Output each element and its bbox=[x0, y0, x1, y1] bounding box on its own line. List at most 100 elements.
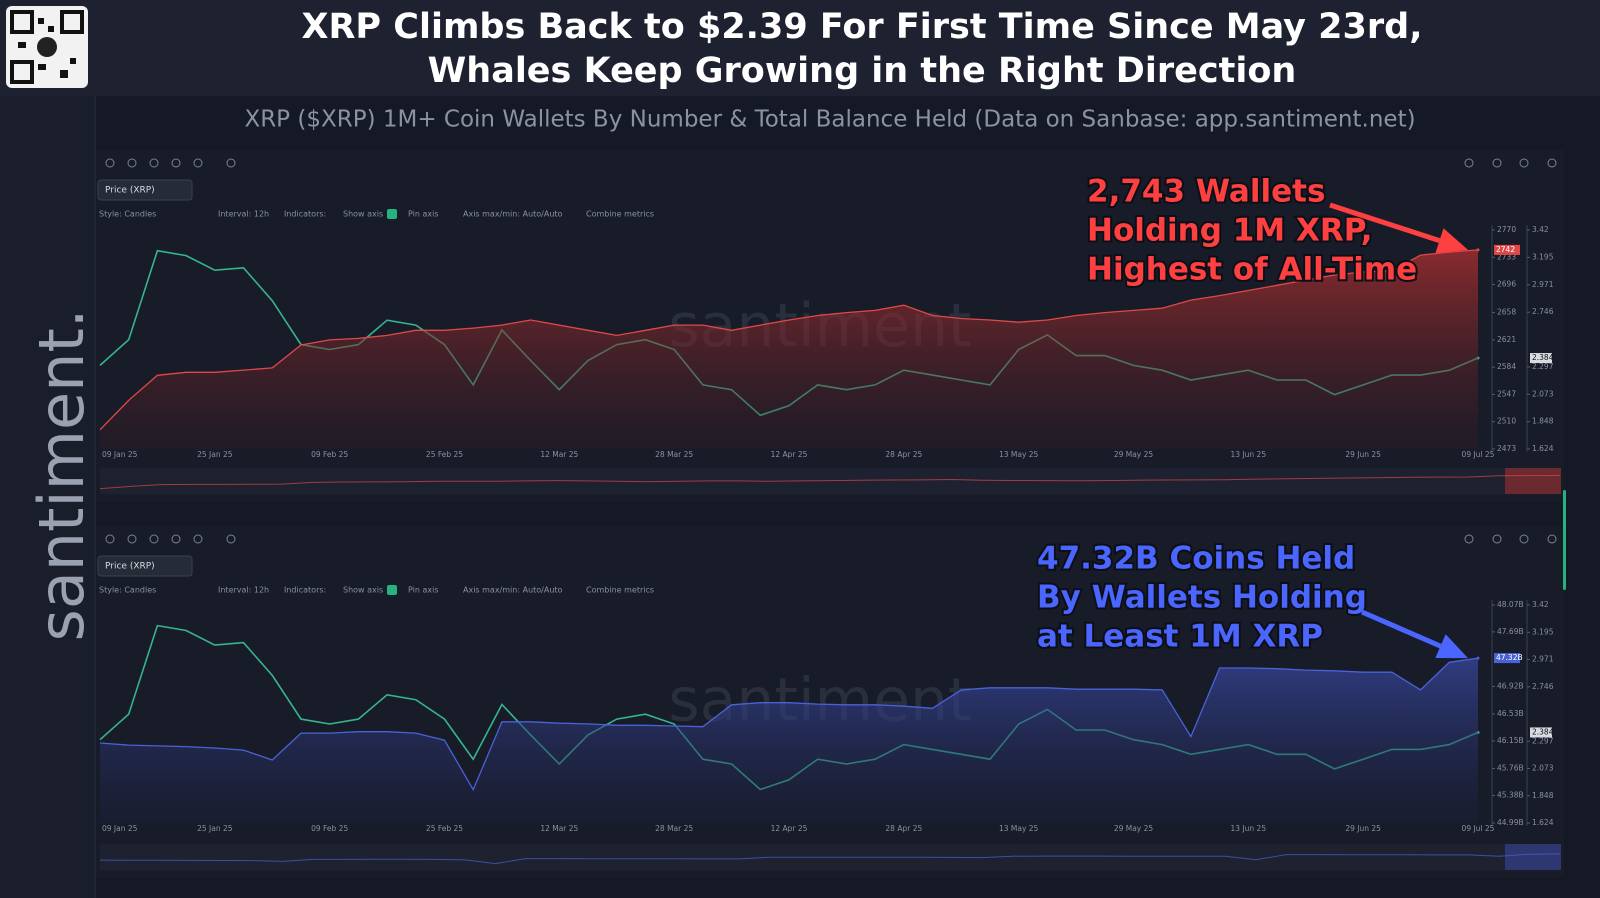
toolbar-icon bbox=[1492, 534, 1502, 544]
x-tick-label: 13 May 25 bbox=[999, 824, 1039, 833]
title-line: XRP Climbs Back to $2.39 For First Time … bbox=[302, 7, 1423, 47]
y-tick-label: 2547 bbox=[1497, 389, 1516, 398]
x-tick-label: 12 Mar 25 bbox=[540, 824, 578, 833]
toolbar-item: Style: Candles bbox=[99, 210, 156, 219]
x-tick-label: 28 Mar 25 bbox=[655, 824, 693, 833]
toolbar-icon bbox=[226, 158, 236, 168]
x-tick-label: 09 Feb 25 bbox=[311, 450, 348, 459]
toolbar-icon bbox=[193, 534, 203, 544]
y-tick-label: 46.92B bbox=[1497, 681, 1524, 690]
toolbar-item: Combine metrics bbox=[586, 210, 654, 219]
annotation-arrowhead bbox=[1435, 634, 1468, 659]
x-tick-label: 13 Jun 25 bbox=[1231, 450, 1267, 459]
toolbar-icon bbox=[171, 534, 181, 544]
y-tick-label: 47.69B bbox=[1497, 627, 1524, 636]
toolbar-item: Pin axis bbox=[408, 210, 439, 219]
y2-tick-label: 1.848 bbox=[1532, 417, 1554, 426]
navigator-window bbox=[1505, 468, 1561, 494]
toolbar-icon bbox=[1492, 158, 1502, 168]
x-tick-label: 09 Feb 25 bbox=[311, 824, 348, 833]
series-line bbox=[99, 657, 1479, 792]
x-tick-label: 28 Apr 25 bbox=[885, 824, 922, 833]
y-tick-label: 45.76B bbox=[1497, 764, 1524, 773]
navigator-window bbox=[1505, 844, 1561, 870]
y-tick-label: 44.99B bbox=[1497, 818, 1524, 827]
x-tick-label: 12 Apr 25 bbox=[771, 450, 808, 459]
last-value-badge bbox=[1530, 727, 1552, 738]
annotation-arrow bbox=[1329, 202, 1441, 244]
toolbar-item: Pin axis bbox=[408, 586, 439, 595]
x-tick-label: 13 Jun 25 bbox=[1231, 824, 1267, 833]
y2-tick-label: 3.195 bbox=[1532, 627, 1554, 636]
y-tick-label: 46.15B bbox=[1497, 736, 1524, 745]
y-tick-label: 2696 bbox=[1497, 280, 1516, 289]
show-axis-check bbox=[387, 209, 397, 219]
series-area bbox=[100, 249, 1478, 449]
metric-chip-label: Price (XRP) bbox=[105, 186, 155, 196]
y-tick-label: 2473 bbox=[1497, 444, 1516, 453]
toolbar-icon bbox=[1547, 534, 1557, 544]
toolbar-item: Indicators: bbox=[284, 210, 326, 219]
toolbar-icon bbox=[149, 158, 159, 168]
x-tick-label: 25 Feb 25 bbox=[426, 824, 463, 833]
y2-tick-label: 2.971 bbox=[1532, 655, 1554, 664]
y-tick-label: 46.53B bbox=[1497, 709, 1524, 718]
last-point bbox=[1476, 656, 1480, 660]
x-tick-label: 25 Jan 25 bbox=[197, 450, 233, 459]
show-axis-check bbox=[387, 585, 397, 595]
y2-tick-label: 1.624 bbox=[1532, 444, 1554, 453]
last-value-badge bbox=[1494, 653, 1520, 664]
toolbar-icon bbox=[1547, 158, 1557, 168]
annotation: Holding 1M XRP, bbox=[1087, 213, 1373, 249]
x-tick-label: 09 Jan 25 bbox=[102, 824, 138, 833]
series-area bbox=[100, 658, 1478, 823]
brand: santiment. bbox=[25, 309, 98, 642]
y2-tick-label: 2.073 bbox=[1532, 764, 1554, 773]
series-line bbox=[99, 249, 1479, 431]
annotation: By Wallets Holding bbox=[1037, 580, 1367, 616]
y2-tick-label: 1.624 bbox=[1532, 818, 1554, 827]
scrollbar bbox=[1563, 490, 1566, 590]
y2-tick-label: 3.42 bbox=[1532, 225, 1549, 234]
x-tick-label: 25 Jan 25 bbox=[197, 824, 233, 833]
x-tick-label: 29 May 25 bbox=[1114, 824, 1154, 833]
toolbar-icon bbox=[171, 158, 181, 168]
toolbar-icon bbox=[127, 158, 137, 168]
metric-chip bbox=[97, 179, 193, 201]
y2-tick-label: 1.848 bbox=[1532, 791, 1554, 800]
title-line: Whales Keep Growing in the Right Directi… bbox=[428, 51, 1297, 91]
subtitle: XRP ($XRP) 1M+ Coin Wallets By Number & … bbox=[244, 107, 1415, 133]
y2-tick-label: 3.42 bbox=[1532, 600, 1549, 609]
y2-tick-label: 2.746 bbox=[1532, 682, 1554, 691]
y-tick-label: 48.07B bbox=[1497, 600, 1524, 609]
toolbar-icon bbox=[226, 534, 236, 544]
navigator-line bbox=[99, 853, 1561, 865]
last-value-label: 2.384 bbox=[1532, 353, 1554, 362]
annotation-arrow bbox=[1361, 609, 1442, 649]
toolbar-icon bbox=[127, 534, 137, 544]
metric-chip-label: Price (XRP) bbox=[105, 562, 155, 572]
last-point bbox=[1476, 248, 1480, 252]
toolbar-item: Axis max/min: Auto/Auto bbox=[463, 210, 563, 219]
y-tick-label: 2733 bbox=[1497, 252, 1516, 261]
y-tick-label: 2621 bbox=[1497, 335, 1516, 344]
metric-chip bbox=[97, 555, 193, 577]
toolbar-icon bbox=[105, 158, 115, 168]
last-value-label: 47.32B bbox=[1496, 653, 1523, 662]
x-tick-label: 12 Apr 25 bbox=[771, 824, 808, 833]
annotation: Highest of All-Time bbox=[1087, 252, 1417, 288]
x-tick-label: 29 Jun 25 bbox=[1345, 824, 1381, 833]
y-tick-label: 2510 bbox=[1497, 417, 1516, 426]
x-tick-label: 28 Mar 25 bbox=[655, 450, 693, 459]
sidebar bbox=[0, 96, 95, 898]
x-tick-label: 12 Mar 25 bbox=[540, 450, 578, 459]
x-tick-label: 29 Jun 25 bbox=[1345, 450, 1381, 459]
qr-code bbox=[6, 6, 88, 88]
toolbar-icon bbox=[1464, 158, 1474, 168]
toolbar-icon bbox=[105, 534, 115, 544]
y-tick-label: 2658 bbox=[1497, 308, 1516, 317]
x-tick-label: 13 May 25 bbox=[999, 450, 1039, 459]
x-tick-label: 28 Apr 25 bbox=[885, 450, 922, 459]
